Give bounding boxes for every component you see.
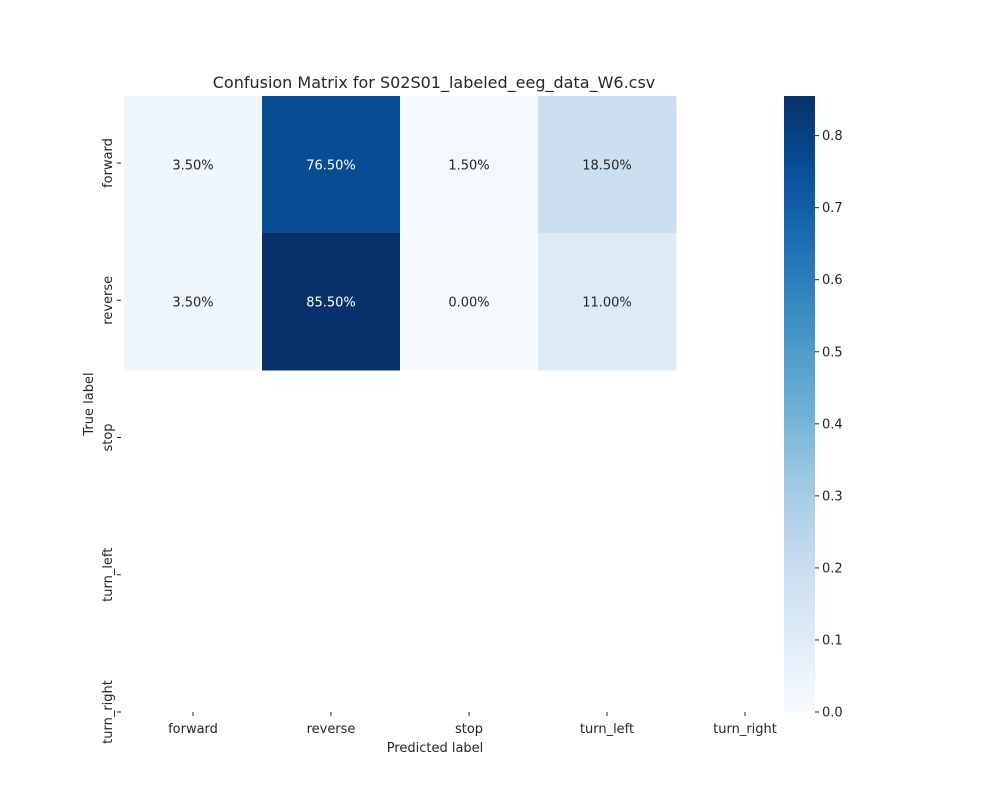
colorbar-tick-label: 0.5 — [822, 345, 843, 360]
cell-annotation: 0.00% — [448, 296, 489, 311]
heatmap-cell — [262, 233, 401, 371]
cell-annotation: 11.00% — [582, 296, 632, 311]
colorbar-tick-label: 0.7 — [822, 201, 843, 216]
x-tick-label: forward — [168, 722, 218, 737]
y-tick-label: turn_right — [101, 680, 116, 744]
heatmap-cell — [124, 233, 263, 371]
y-axis-ticks: forward reverse stop turn_left turn_right — [101, 138, 121, 744]
colorbar-tick-label: 0.1 — [822, 633, 843, 648]
cell-annotation: 18.50% — [582, 159, 632, 174]
y-tick-label: turn_left — [101, 548, 116, 602]
x-axis-label: Predicted label — [387, 741, 484, 756]
colorbar-tick-label: 0.3 — [822, 489, 843, 504]
colorbar-tick-label: 0.8 — [822, 129, 843, 144]
cell-annotation: 76.50% — [306, 159, 356, 174]
y-tick-label: reverse — [101, 276, 116, 325]
colorbar-tick-label: 0.0 — [822, 706, 843, 721]
heatmap-cell — [400, 233, 539, 371]
colorbar-tick-label: 0.4 — [822, 417, 843, 432]
cell-annotation: 3.50% — [172, 159, 213, 174]
y-tick-label: stop — [101, 423, 116, 451]
heatmap-cell — [400, 96, 539, 234]
colorbar: 0.0 0.1 0.2 0.3 0.4 0.5 0.6 0.7 0.8 — [784, 96, 843, 721]
cell-annotation: 85.50% — [306, 296, 356, 311]
heatmap-cell — [262, 96, 401, 234]
y-axis-label: True label — [82, 372, 97, 436]
heatmap-cell — [538, 233, 677, 371]
colorbar-gradient — [784, 96, 815, 712]
cell-annotation: 1.50% — [448, 159, 489, 174]
x-tick-label: turn_left — [580, 722, 634, 737]
cell-annotation: 3.50% — [172, 296, 213, 311]
chart-title: Confusion Matrix for S02S01_labeled_eeg_… — [213, 73, 656, 93]
x-tick-label: reverse — [307, 722, 356, 737]
x-axis-ticks: forward reverse stop turn_left turn_right — [168, 712, 777, 737]
x-tick-label: stop — [455, 722, 483, 737]
heatmap-cell — [538, 96, 677, 234]
heatmap-cells: 3.50% 76.50% 1.50% 18.50% 3.50% 85.50% 0.00% 11… — [124, 96, 677, 371]
heatmap-cell — [124, 96, 263, 234]
colorbar-tick-label: 0.6 — [822, 273, 843, 288]
x-tick-label: turn_right — [713, 722, 777, 737]
y-tick-label: forward — [101, 138, 116, 188]
colorbar-tick-label: 0.2 — [822, 561, 843, 576]
